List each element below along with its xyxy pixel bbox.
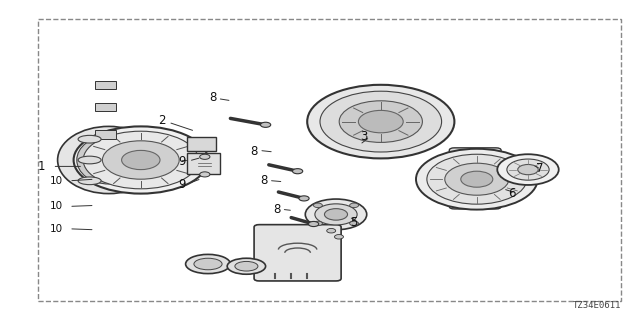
Ellipse shape [194, 258, 222, 270]
Circle shape [200, 154, 210, 159]
Ellipse shape [320, 91, 442, 152]
Ellipse shape [78, 177, 101, 185]
Text: 2: 2 [158, 114, 166, 126]
FancyBboxPatch shape [187, 137, 216, 151]
Text: TZ34E0611: TZ34E0611 [572, 301, 621, 310]
Ellipse shape [227, 258, 266, 274]
Ellipse shape [235, 261, 258, 271]
Text: 6: 6 [508, 187, 516, 200]
Text: 10: 10 [50, 176, 63, 186]
Ellipse shape [427, 154, 527, 204]
Circle shape [299, 196, 309, 201]
Circle shape [260, 122, 271, 127]
Text: 9: 9 [179, 155, 186, 168]
Ellipse shape [305, 199, 367, 230]
Ellipse shape [507, 159, 549, 180]
Ellipse shape [358, 110, 403, 133]
Circle shape [308, 221, 319, 227]
Ellipse shape [461, 171, 493, 187]
Ellipse shape [518, 164, 538, 175]
Ellipse shape [78, 156, 101, 164]
Text: 10: 10 [50, 224, 63, 234]
Ellipse shape [324, 209, 348, 220]
Ellipse shape [339, 101, 422, 142]
Ellipse shape [77, 136, 141, 184]
Ellipse shape [58, 126, 160, 194]
FancyBboxPatch shape [449, 148, 501, 209]
Circle shape [314, 203, 323, 208]
Text: 8: 8 [260, 174, 268, 187]
Ellipse shape [497, 154, 559, 185]
FancyBboxPatch shape [187, 153, 220, 174]
Text: 10: 10 [50, 201, 63, 212]
Ellipse shape [74, 126, 208, 194]
Ellipse shape [416, 149, 538, 210]
Text: 8: 8 [273, 203, 280, 216]
Text: 3: 3 [360, 130, 367, 142]
Circle shape [314, 221, 323, 226]
Ellipse shape [307, 85, 454, 158]
FancyBboxPatch shape [95, 81, 116, 89]
Ellipse shape [186, 254, 230, 274]
FancyBboxPatch shape [95, 130, 116, 139]
Text: 8: 8 [250, 145, 258, 157]
Ellipse shape [122, 150, 160, 170]
Circle shape [335, 235, 344, 239]
Text: 5: 5 [350, 216, 358, 229]
Ellipse shape [83, 131, 198, 189]
Circle shape [200, 172, 210, 177]
FancyBboxPatch shape [254, 225, 341, 281]
Text: 9: 9 [179, 178, 186, 190]
Text: 7: 7 [536, 162, 543, 174]
Text: 8: 8 [209, 91, 216, 104]
Circle shape [349, 203, 358, 208]
Ellipse shape [78, 135, 101, 143]
Circle shape [292, 169, 303, 174]
Ellipse shape [102, 141, 179, 179]
Ellipse shape [315, 204, 357, 225]
Circle shape [349, 221, 358, 226]
Circle shape [326, 228, 336, 233]
Text: 1: 1 [38, 160, 45, 173]
FancyBboxPatch shape [95, 103, 116, 111]
Ellipse shape [445, 163, 509, 195]
